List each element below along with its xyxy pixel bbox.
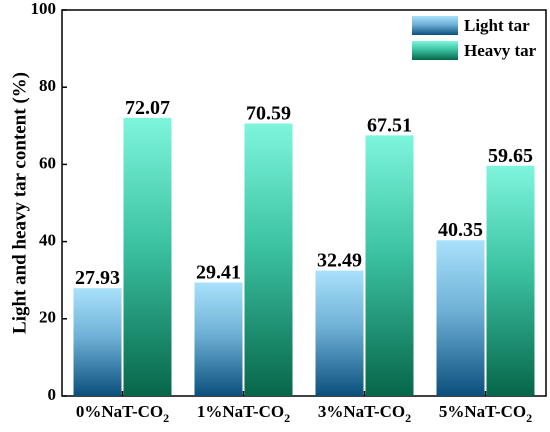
legend: Light tar Heavy tar (412, 16, 537, 60)
x-axis-labels: 0%NaT-CO2 1%NaT-CO2 3%NaT-CO2 5%NaT-CO2 (76, 391, 532, 425)
y-tick-label: 60 (39, 153, 56, 172)
data-label-light-tar-2: 32.49 (317, 250, 362, 272)
bar-heavy-tar-0 (123, 117, 172, 396)
bar-light-tar-3 (436, 240, 485, 396)
x-tick-label-3: 5%NaT-CO2 (439, 402, 532, 425)
data-label-light-tar-1: 29.41 (196, 261, 241, 283)
y-tick-label: 80 (39, 76, 56, 95)
bar-heavy-tar-3 (486, 165, 535, 396)
legend-label-light-tar: Light tar (464, 16, 530, 35)
legend-swatch-heavy-tar (412, 41, 458, 60)
bars-group (73, 117, 535, 397)
bar-heavy-tar-1 (244, 123, 293, 397)
legend-label-heavy-tar: Heavy tar (464, 41, 537, 60)
data-label-heavy-tar-0: 72.07 (125, 97, 170, 119)
data-label-light-tar-0: 27.93 (75, 267, 120, 289)
y-tick-label: 0 (48, 385, 57, 404)
y-tick-label: 20 (39, 308, 56, 327)
data-label-heavy-tar-3: 59.65 (488, 145, 533, 167)
data-labels-group: 27.93 72.07 29.41 70.59 32.49 67.51 40.35 59.65 (75, 97, 533, 289)
x-tick-label-2: 3%NaT-CO2 (318, 402, 411, 425)
y-tick-label: 40 (39, 231, 56, 250)
bar-light-tar-0 (73, 288, 122, 396)
x-tick-label-1: 1%NaT-CO2 (197, 402, 290, 425)
legend-swatch-light-tar (412, 16, 458, 35)
y-tick-label: 100 (31, 0, 57, 18)
x-tick-label-0: 0%NaT-CO2 (76, 402, 169, 425)
y-axis-ticks: 0 20 40 60 80 100 (31, 0, 67, 404)
data-label-heavy-tar-1: 70.59 (246, 103, 291, 125)
bar-light-tar-2 (315, 270, 364, 396)
plot-area-frame (61, 9, 547, 397)
y-axis-title: Light and heavy tar content (%) (9, 72, 30, 334)
data-label-heavy-tar-2: 67.51 (367, 114, 412, 136)
bar-light-tar-1 (194, 282, 243, 396)
bar-heavy-tar-2 (365, 135, 414, 396)
data-label-light-tar-3: 40.35 (438, 219, 483, 241)
